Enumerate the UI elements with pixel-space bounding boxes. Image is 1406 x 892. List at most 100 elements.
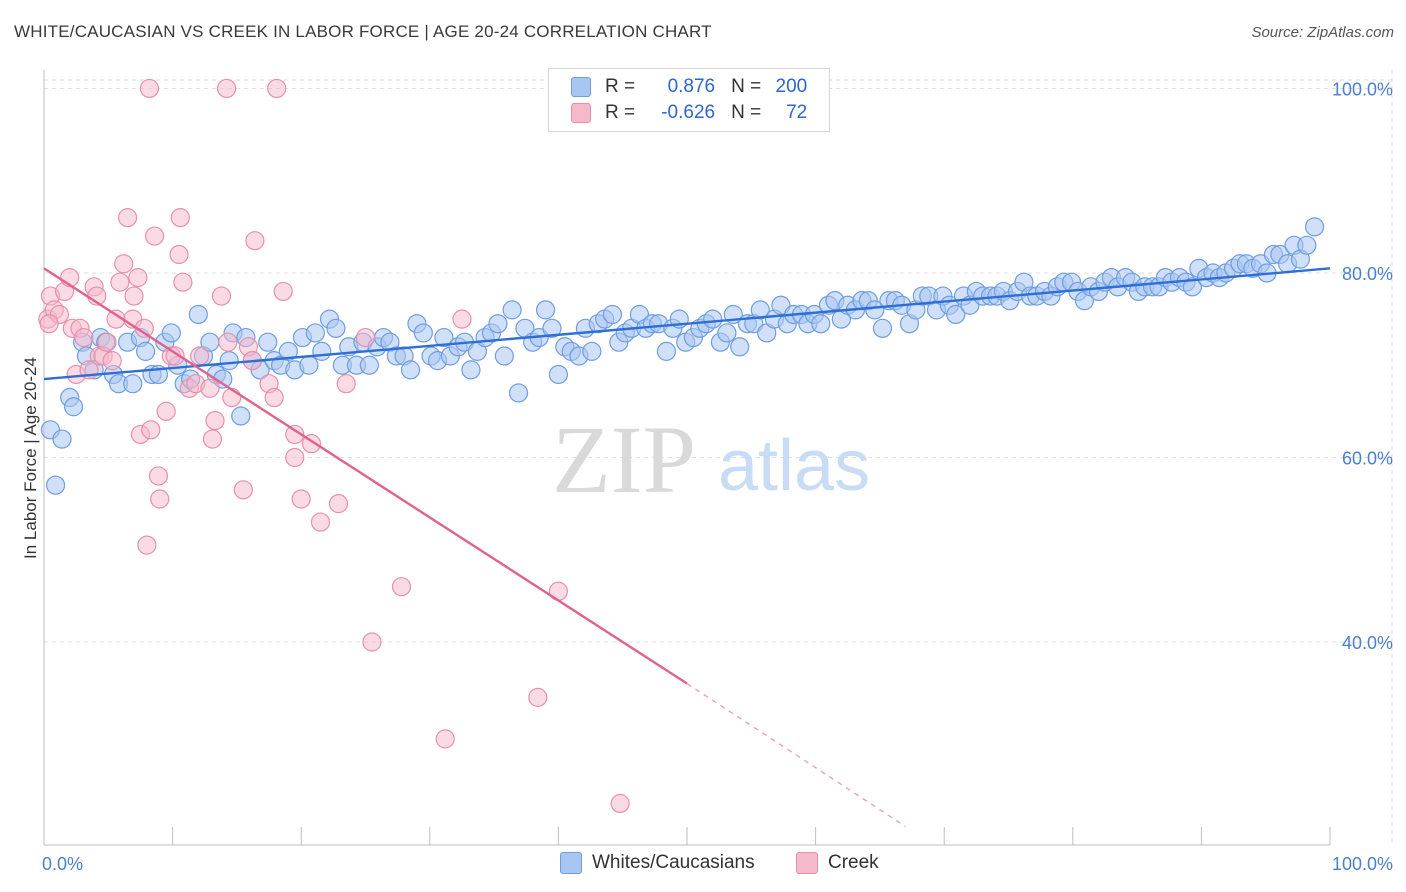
tick-labels: 100.0% 80.0% 60.0% 40.0% 0.0% 100.0% xyxy=(42,79,1393,874)
data-point-whites xyxy=(1297,235,1317,255)
legend-n-value: 72 xyxy=(786,102,808,123)
data-point-whites xyxy=(299,355,319,375)
trend-line-creek-extension xyxy=(686,682,907,828)
legend-n-value: 200 xyxy=(775,76,808,97)
legend-r-label: R = xyxy=(605,102,636,123)
y-axis-label: In Labor Force | Age 20-24 xyxy=(21,357,40,559)
data-point-whites xyxy=(602,304,623,325)
data-point-whites xyxy=(548,364,569,385)
data-point-whites xyxy=(656,341,677,361)
data-point-creek xyxy=(97,332,117,352)
data-point-creek xyxy=(218,332,238,352)
data-point-creek xyxy=(452,309,472,329)
data-point-whites xyxy=(231,406,251,426)
y-tick-label: 60.0% xyxy=(1342,449,1393,469)
axes xyxy=(43,70,1331,846)
data-point-whites xyxy=(703,309,723,329)
legend-n-label: N = xyxy=(731,102,762,123)
y-tick-label: 100.0% xyxy=(1332,79,1393,99)
data-point-creek xyxy=(391,577,412,597)
data-point-creek xyxy=(156,401,176,421)
data-point-creek xyxy=(610,793,630,814)
data-point-creek xyxy=(169,244,189,265)
data-point-creek xyxy=(211,286,232,306)
data-point-whites xyxy=(535,300,556,320)
legend-swatch-whites xyxy=(571,77,591,97)
bottom-legend-label-creek: Creek xyxy=(828,852,879,873)
data-point-creek xyxy=(285,424,305,445)
data-point-whites xyxy=(305,323,325,343)
data-point-creek xyxy=(217,78,237,99)
data-point-creek xyxy=(141,420,161,440)
data-point-creek xyxy=(150,489,170,509)
bottom-legend-swatch-whites xyxy=(560,852,582,874)
data-point-creek xyxy=(355,327,376,348)
data-point-whites xyxy=(326,318,346,338)
data-point-whites xyxy=(865,300,885,320)
data-point-whites xyxy=(219,351,239,371)
watermark: ZIP atlas xyxy=(552,406,870,513)
bottom-legend-whites: Whites/Caucasians xyxy=(560,852,755,874)
data-point-creek xyxy=(190,346,210,366)
source-credit: Source: ZipAtlas.com xyxy=(1251,24,1394,41)
chart-title: WHITE/CAUCASIAN VS CREEK IN LABOR FORCE … xyxy=(14,22,712,41)
legend-swatch-creek xyxy=(571,103,591,123)
data-point-whites xyxy=(258,332,278,352)
trend-line-creek xyxy=(43,267,688,685)
data-point-creek xyxy=(273,281,293,302)
data-point-whites xyxy=(278,341,298,361)
data-point-whites xyxy=(359,355,379,375)
data-point-creek xyxy=(245,231,265,251)
data-point-creek xyxy=(291,489,311,509)
data-point-creek xyxy=(39,314,59,334)
data-point-creek xyxy=(110,272,130,292)
data-point-whites xyxy=(1304,217,1325,237)
data-point-whites xyxy=(400,360,421,380)
data-point-creek xyxy=(148,466,169,486)
data-point-creek xyxy=(117,208,138,228)
data-point-creek xyxy=(528,687,548,707)
data-point-whites xyxy=(872,318,893,338)
data-point-whites xyxy=(508,383,529,403)
data-point-creek xyxy=(139,78,160,99)
y-tick-label: 80.0% xyxy=(1342,264,1393,284)
data-point-creek xyxy=(205,410,225,431)
trend-line-whites xyxy=(43,267,1331,381)
legend-row-whites: R = 0.876 N = 200 xyxy=(571,74,807,100)
data-point-whites xyxy=(811,314,831,334)
data-point-whites xyxy=(488,314,508,334)
data-point-whites xyxy=(502,300,522,320)
data-point-whites xyxy=(730,337,750,357)
data-point-creek xyxy=(144,226,165,246)
data-point-whites xyxy=(461,360,481,380)
data-point-whites xyxy=(1182,277,1202,297)
data-point-creek xyxy=(124,286,144,306)
bottom-legend-swatch-creek xyxy=(796,852,818,874)
data-point-whites xyxy=(946,304,966,325)
bottom-legend-creek: Creek xyxy=(796,852,879,874)
data-point-creek xyxy=(202,429,223,449)
data-point-creek xyxy=(170,208,190,228)
data-point-whites xyxy=(434,327,454,348)
data-point-creek xyxy=(435,729,455,749)
data-point-creek xyxy=(336,374,356,394)
data-point-whites xyxy=(542,318,562,338)
x-tick-label: 100.0% xyxy=(1332,854,1393,874)
legend-r-value: -0.626 xyxy=(661,102,716,123)
watermark-atlas: atlas xyxy=(718,426,870,506)
data-point-creek xyxy=(233,480,253,500)
legend-n-label: N = xyxy=(731,76,762,97)
data-point-creek xyxy=(114,254,134,274)
data-point-creek xyxy=(102,351,122,371)
legend: R = 0.876 N = 200 R = -0.626 N = 72 xyxy=(548,68,830,132)
data-point-creek xyxy=(222,387,242,408)
bottom-legend-label-whites: Whites/Caucasians xyxy=(592,852,755,873)
data-point-creek xyxy=(200,378,220,398)
data-point-creek xyxy=(362,632,382,652)
data-point-whites xyxy=(312,341,332,361)
data-point-whites xyxy=(52,429,72,449)
x-tick-label: 0.0% xyxy=(42,854,83,874)
data-point-whites xyxy=(717,323,737,343)
data-point-creek xyxy=(328,494,349,514)
legend-r-label: R = xyxy=(605,76,636,97)
